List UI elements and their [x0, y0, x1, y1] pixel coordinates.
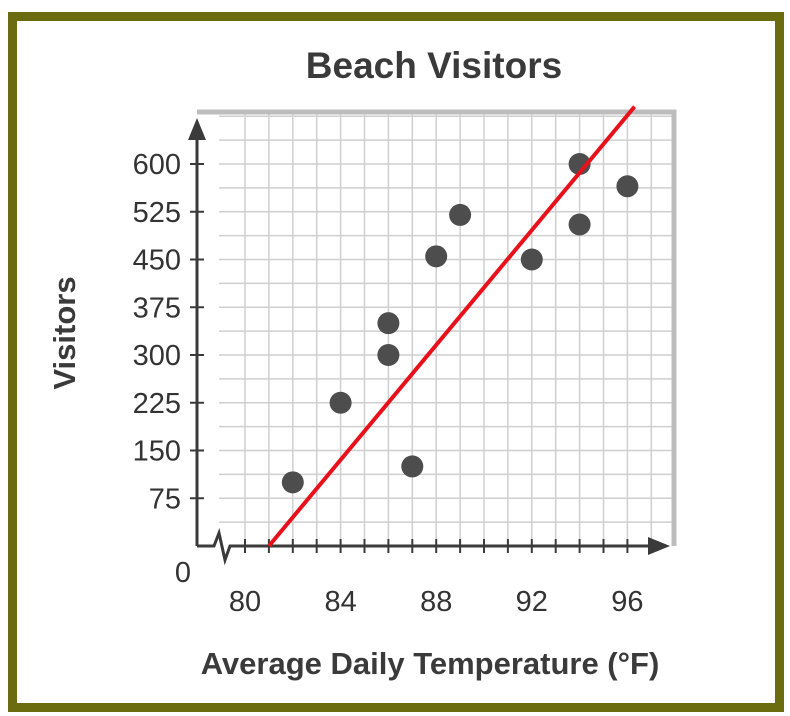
- data-point: [329, 391, 352, 414]
- data-point: [425, 245, 448, 268]
- y-tick-label: 150: [133, 436, 181, 468]
- x-tick-label: 92: [516, 586, 548, 618]
- data-point: [281, 471, 304, 494]
- x-axis-arrow: [648, 537, 670, 555]
- x-tick-label: 88: [420, 586, 452, 618]
- y-tick-label: 600: [133, 149, 181, 181]
- origin-label: 0: [175, 557, 191, 589]
- data-point: [377, 344, 400, 366]
- grid: [197, 109, 677, 546]
- data-point: [449, 203, 472, 226]
- data-point: [520, 248, 543, 271]
- y-axis-label: Visitors: [47, 276, 82, 389]
- data-point: [616, 175, 639, 198]
- x-tick-labels: 80 84 88 92 96: [229, 539, 644, 618]
- y-tick-label: 375: [133, 292, 181, 324]
- y-tick-label: 225: [133, 388, 181, 420]
- y-tick-labels: 75 150 225 300 375 450 525 600: [133, 149, 204, 515]
- plot-border: [197, 109, 677, 546]
- trend-line: [267, 105, 637, 548]
- y-axis-arrow: [188, 118, 206, 140]
- y-tick-label: 525: [133, 197, 181, 229]
- y-tick-label: 75: [149, 483, 181, 515]
- chart-title: Beach Visitors: [306, 45, 562, 86]
- axes: [188, 118, 670, 566]
- x-tick-label: 84: [324, 586, 356, 618]
- x-axis-line: [197, 527, 652, 566]
- x-axis-label: Average Daily Temperature (°F): [201, 646, 660, 681]
- trend-line-group: [267, 105, 637, 548]
- y-tick-label: 300: [133, 340, 181, 372]
- x-tick-label: 80: [229, 586, 261, 618]
- data-point: [377, 312, 400, 335]
- data-points: [281, 153, 639, 494]
- data-point: [568, 153, 591, 175]
- x-tick-label: 96: [611, 586, 643, 618]
- data-point: [568, 213, 591, 236]
- data-point: [401, 455, 424, 478]
- y-tick-label: 450: [133, 245, 181, 277]
